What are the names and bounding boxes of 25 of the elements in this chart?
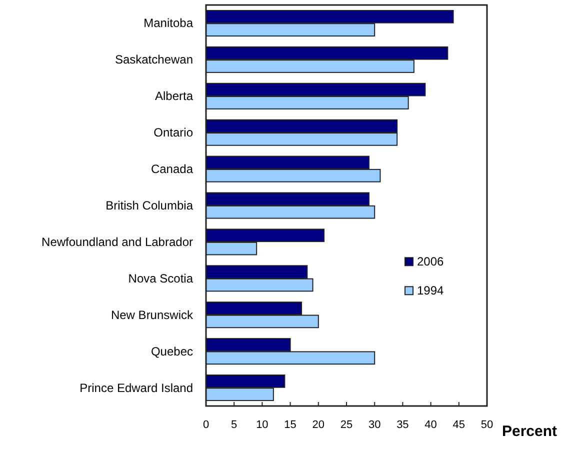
x-tick-label: 40 <box>424 419 437 431</box>
y-tick-label: Ontario <box>154 126 194 140</box>
y-tick-label: Alberta <box>154 89 194 104</box>
x-tick-label: 30 <box>368 419 381 431</box>
x-tick-label: 35 <box>396 419 409 431</box>
x-tick-label: 50 <box>480 419 494 431</box>
x-tick-label: 0 <box>202 419 210 431</box>
x-tick-label: 45 <box>452 419 466 431</box>
y-tick-label: Prince Edward Island <box>80 380 193 395</box>
y-tick-label: Quebec <box>150 344 193 358</box>
y-tick-label: British Columbia <box>106 198 194 212</box>
x-tick-label: 20 <box>312 419 325 431</box>
legend-label: 1994 <box>417 284 444 298</box>
x-tick-label: 5 <box>231 419 238 431</box>
legend-label: 2006 <box>417 254 444 269</box>
y-tick-label: Manitoba <box>144 16 194 30</box>
y-tick-label: Nova Scotia <box>128 271 194 286</box>
y-tick-label: Canada <box>150 162 194 176</box>
y-tick-label: Newfoundland and Labrador <box>42 234 193 249</box>
x-tick-label: 25 <box>340 419 353 431</box>
x-tick-label: 15 <box>284 419 296 431</box>
y-tick-label: Saskatchewan <box>114 52 193 67</box>
y-tick-label: New Brunswick <box>110 308 194 322</box>
x-axis-title: Percent <box>502 423 558 440</box>
x-tick-label: 10 <box>256 419 268 431</box>
